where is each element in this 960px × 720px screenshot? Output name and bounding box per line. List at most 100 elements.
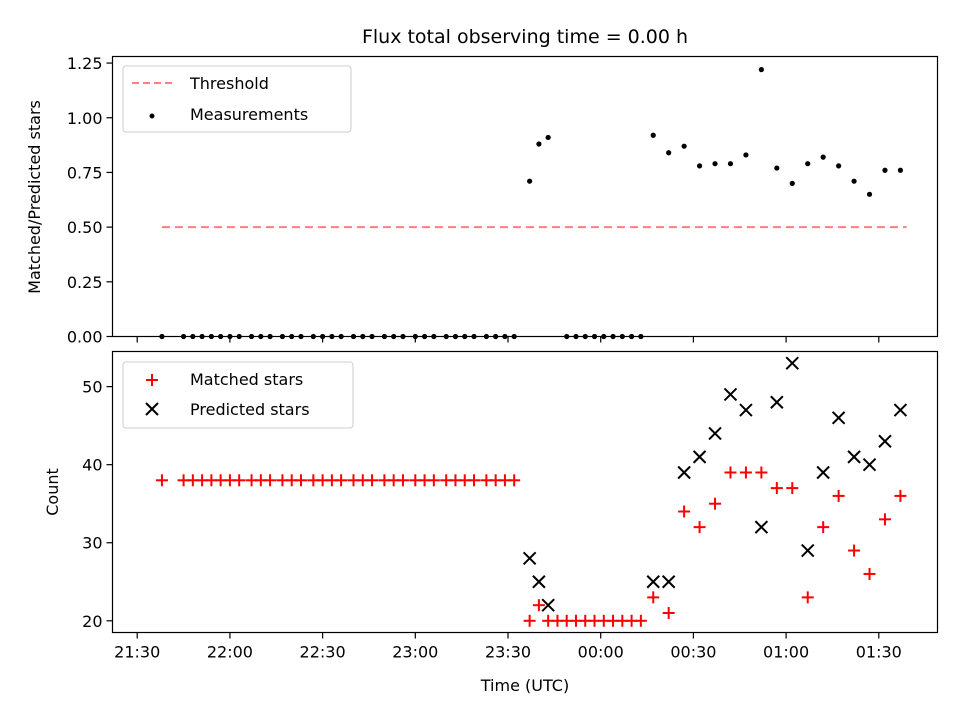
counts-panel: 20 30 40 50 21:30 22:00 22:30 23:00 23:30 00:00 0… xyxy=(43,350,939,695)
legend-threshold-label: Threshold xyxy=(189,74,269,93)
matched-stars-point xyxy=(724,466,737,479)
matched-stars-point xyxy=(233,474,246,487)
matched-stars-point xyxy=(396,474,409,487)
top-x-ticks xyxy=(136,336,880,343)
predicted-stars-point xyxy=(754,520,769,534)
y-tick-label: 1.25 xyxy=(67,54,103,73)
matched-stars-point xyxy=(427,474,440,487)
matched-stars-point xyxy=(770,482,783,495)
x-tick-label: 22:00 xyxy=(207,643,253,662)
matched-stars-point xyxy=(878,513,891,526)
measurement-point xyxy=(727,161,734,167)
measurement-point xyxy=(712,161,718,167)
x-tick-label: 00:00 xyxy=(578,643,624,662)
predicted-stars-point xyxy=(831,411,846,425)
x-tick-label: 23:00 xyxy=(392,643,438,662)
matched-stars-point xyxy=(366,474,379,487)
matched-stars-point xyxy=(755,466,768,479)
flux-ratio-panel: Flux total observing time = 0.00 h 0.000… xyxy=(25,26,939,347)
measurement-point xyxy=(696,163,703,169)
measurement-point xyxy=(836,163,842,169)
predicted-stars-point xyxy=(661,575,676,589)
matched-stars-point xyxy=(264,474,277,487)
measurement-point xyxy=(650,132,656,138)
matched-stars-point xyxy=(335,474,348,487)
legend-measurements-swatch xyxy=(149,113,155,119)
matched-stars-point xyxy=(523,614,536,627)
x-tick-label: 23:30 xyxy=(485,643,531,662)
top-axes-frame xyxy=(111,55,939,338)
measurement-point xyxy=(866,191,873,197)
bottom-legend: Matched stars Predicted stars xyxy=(122,361,354,429)
predicted-stars-point xyxy=(532,575,546,589)
matched-stars-point xyxy=(508,474,521,487)
top-y-axis-label: Matched/Predicted stars xyxy=(25,100,44,294)
matched-stars-point xyxy=(863,567,876,580)
predicted-stars-point xyxy=(816,465,830,480)
predicted-stars-point xyxy=(708,426,722,441)
measurement-point xyxy=(820,154,826,160)
legend-predicted-swatch xyxy=(145,402,159,416)
y-tick-label: 30 xyxy=(82,534,102,553)
matched-stars-point xyxy=(678,505,691,518)
matched-stars-point xyxy=(848,544,861,557)
y-tick-label: 20 xyxy=(82,612,102,631)
predicted-stars-point xyxy=(522,551,537,566)
matched-stars-point xyxy=(894,489,907,502)
measurement-point xyxy=(527,178,533,184)
x-tick-label: 01:30 xyxy=(856,643,902,662)
top-legend-box xyxy=(122,65,352,133)
matched-stars-point xyxy=(662,606,675,619)
predicted-stars-point xyxy=(785,356,799,370)
y-tick-label: 0.25 xyxy=(67,273,103,292)
y-tick-label: 50 xyxy=(82,378,102,397)
predicted-stars-point xyxy=(723,387,738,402)
measurement-point xyxy=(897,167,904,173)
predicted-stars-point xyxy=(801,543,815,558)
measurement-point xyxy=(789,180,795,186)
predicted-stars-point xyxy=(847,450,861,464)
x-tick-label: 00:30 xyxy=(670,643,716,662)
matched-stars-point xyxy=(468,474,481,487)
legend-measurements-label: Measurements xyxy=(190,105,308,124)
predicted-stars-point xyxy=(739,403,753,417)
predicted-stars-point xyxy=(893,403,908,417)
y-tick-label: 1.00 xyxy=(67,109,103,128)
legend-matched-swatch xyxy=(146,374,158,386)
matched-stars-point xyxy=(294,474,307,487)
x-tick-label: 21:30 xyxy=(114,643,160,662)
matched-stars-point xyxy=(786,482,799,495)
measurement-point xyxy=(545,134,551,141)
top-legend: Threshold Measurements xyxy=(122,65,352,133)
bottom-axes-frame xyxy=(111,350,939,634)
matched-stars-point xyxy=(739,466,752,479)
measurement-point xyxy=(743,152,749,158)
matched-stars-point xyxy=(634,614,647,627)
matched-stars-point xyxy=(155,474,168,487)
predicted-stars-point xyxy=(677,465,691,480)
x-tick-label: 01:00 xyxy=(763,643,809,662)
predicted-stars-point xyxy=(692,450,707,464)
legend-predicted-label: Predicted stars xyxy=(190,400,310,419)
bottom-x-ticks: 21:30 22:00 22:30 23:00 23:30 00:00 00:30 01:00… xyxy=(114,632,902,662)
y-tick-label: 0.00 xyxy=(67,328,103,347)
predicted-stars-point xyxy=(770,395,784,409)
top-y-ticks: 0.00 0.25 0.50 0.75 1.00 1.25 xyxy=(67,54,113,347)
x-tick-label: 22:30 xyxy=(300,643,346,662)
matched-stars-point xyxy=(832,489,845,502)
predicted-stars-point xyxy=(878,434,892,448)
bottom-y-ticks: 20 30 40 50 xyxy=(82,378,113,631)
y-tick-label: 40 xyxy=(82,456,102,475)
predicted-stars-point xyxy=(541,598,555,612)
bottom-series xyxy=(155,356,908,627)
bottom-y-axis-label: Count xyxy=(43,468,62,516)
predicted-stars-point xyxy=(646,575,660,589)
x-axis-label: Time (UTC) xyxy=(480,676,569,695)
measurement-point xyxy=(851,178,857,184)
y-tick-label: 0.75 xyxy=(67,163,103,182)
measurement-point xyxy=(758,67,764,73)
matched-stars-point xyxy=(693,521,706,534)
matched-stars-point xyxy=(817,521,830,534)
measurement-point xyxy=(805,161,811,167)
